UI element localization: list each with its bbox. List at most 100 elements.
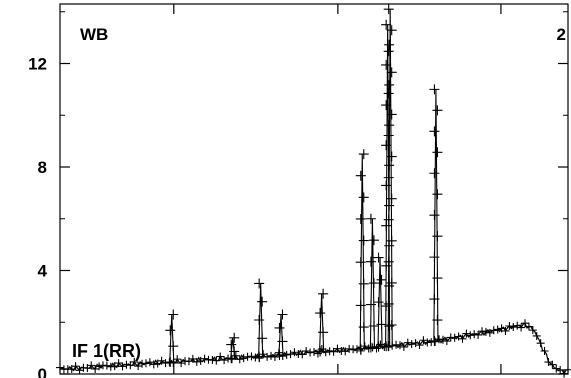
spike-point [318, 288, 329, 299]
spike-point [165, 356, 176, 367]
data-point [372, 344, 381, 353]
spike-point [429, 335, 440, 346]
data-point [239, 354, 248, 363]
spike-point [355, 257, 366, 268]
spike-point [368, 235, 379, 246]
data-point [403, 338, 412, 347]
spike-point [381, 301, 392, 312]
spike-point [358, 322, 369, 333]
data-point [489, 326, 498, 335]
data-point [290, 348, 299, 357]
spike-point [358, 149, 369, 160]
spike-point [432, 231, 443, 242]
spike-point [383, 214, 394, 225]
data-point [126, 361, 135, 370]
spike-point [257, 296, 268, 307]
data-point [106, 362, 115, 371]
data-point [517, 323, 526, 332]
series-group [56, 4, 571, 378]
spike-point [386, 109, 397, 120]
data-point [415, 341, 424, 350]
data-point [173, 355, 182, 364]
spike-point [229, 332, 240, 343]
data-point [532, 331, 541, 340]
data-point [556, 365, 565, 374]
data-point [251, 353, 260, 362]
corner-label-left: WB [80, 25, 108, 44]
data-point [263, 352, 272, 361]
data-point [552, 364, 561, 373]
spike-point [355, 213, 366, 224]
spike-point [226, 339, 237, 350]
spike-point [429, 252, 440, 263]
spike-point [429, 294, 440, 305]
data-point [270, 352, 279, 361]
spike-point [358, 192, 369, 203]
data-point [286, 350, 295, 359]
spike-point [384, 79, 395, 90]
spike-point [383, 341, 394, 352]
spike-point [365, 213, 376, 224]
data-point [220, 356, 229, 365]
spike-point [277, 309, 288, 320]
data-point [227, 355, 236, 364]
data-point [548, 360, 557, 369]
data-point [458, 334, 467, 343]
spike-point [376, 274, 387, 285]
data-point [493, 325, 502, 334]
data-point [521, 319, 530, 328]
y-tick-label: 4 [38, 262, 48, 281]
spike-point [383, 4, 394, 15]
spike-line [319, 293, 325, 352]
data-point [501, 326, 510, 335]
y-tick-label: 8 [38, 158, 47, 177]
y-tick-label: 12 [28, 55, 47, 74]
spike-point [168, 341, 179, 352]
spike-point [432, 105, 443, 116]
data-point [470, 330, 479, 339]
spike-point [432, 147, 443, 158]
data-point [196, 356, 205, 365]
data-point [95, 362, 104, 371]
data-point [442, 337, 451, 346]
data-point [462, 329, 471, 338]
data-point [407, 340, 416, 349]
spike-point [381, 260, 392, 271]
spike-point [277, 336, 288, 347]
spike-point [386, 320, 397, 331]
if-label: IF 1(RR) [72, 341, 141, 361]
data-point [212, 356, 221, 365]
data-point [118, 362, 127, 371]
spike-line [359, 154, 365, 349]
spike-point [365, 342, 376, 353]
data-point [395, 341, 404, 350]
data-point [216, 352, 225, 361]
spike-point [355, 170, 366, 181]
spike-point [383, 256, 394, 267]
data-point [481, 327, 490, 336]
spike-point [355, 300, 366, 311]
data-point [540, 346, 549, 355]
data-point [247, 352, 256, 361]
spike-point [318, 327, 329, 338]
y-tick-label: 0 [38, 365, 47, 378]
data-point [56, 363, 64, 372]
spike-point [432, 315, 443, 326]
data-point [474, 330, 483, 339]
spike-point [386, 235, 397, 246]
spike-point [358, 278, 369, 289]
spike-point [315, 346, 326, 357]
spike-line [278, 314, 284, 356]
data-point [321, 348, 330, 357]
spike-point [429, 168, 440, 179]
data-point [149, 360, 158, 369]
y-axis: 0 4 8 12 [28, 11, 568, 378]
spike-point [383, 298, 394, 309]
data-point [478, 327, 487, 336]
data-point [177, 359, 186, 368]
spike-point [383, 130, 394, 141]
spike-point [381, 19, 392, 30]
spike-point [165, 325, 176, 336]
data-point [302, 347, 311, 356]
